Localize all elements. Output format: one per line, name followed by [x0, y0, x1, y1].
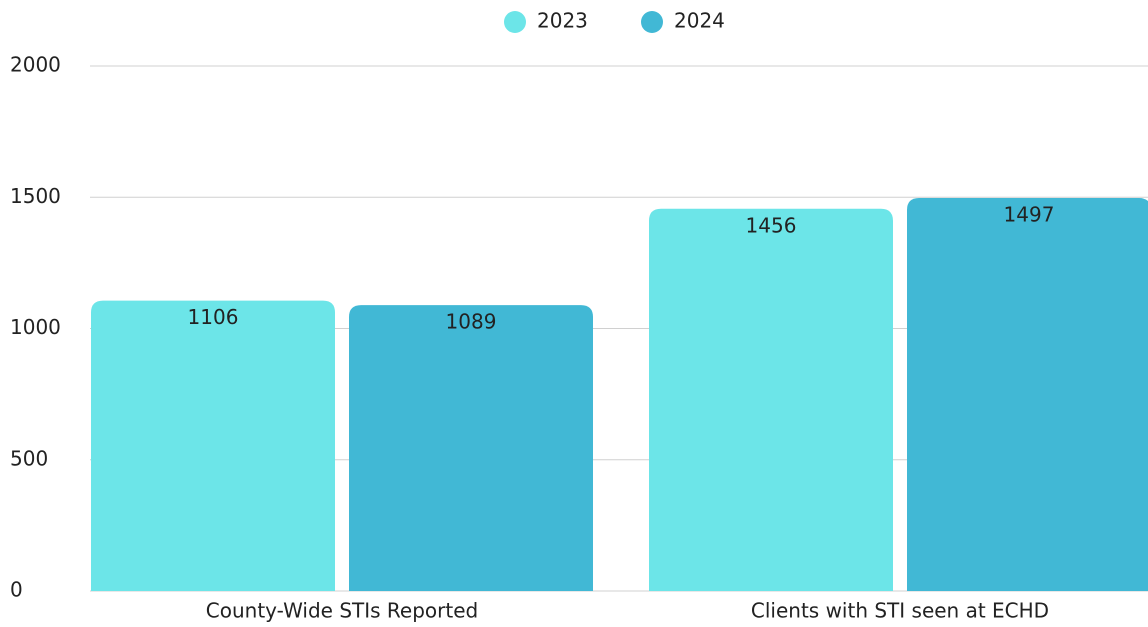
- y-tick-label: 1000: [10, 315, 61, 339]
- bar: [649, 208, 893, 592]
- legend-label: 2023: [537, 9, 588, 33]
- bar: [91, 300, 335, 591]
- y-tick-label: 0: [10, 578, 23, 602]
- value-label: 1456: [746, 213, 797, 237]
- legend-label: 2024: [674, 9, 725, 33]
- y-tick-label: 2000: [10, 53, 61, 77]
- y-tick-label: 1500: [10, 184, 61, 208]
- x-tick-label: Clients with STI seen at ECHD: [751, 599, 1049, 623]
- legend-swatch: [504, 11, 526, 33]
- bar: [907, 198, 1148, 591]
- x-tick-label: County-Wide STIs Reported: [206, 599, 478, 623]
- y-tick-label: 500: [10, 446, 48, 470]
- bar: [349, 305, 593, 591]
- value-label: 1089: [446, 310, 497, 334]
- value-label: 1106: [188, 305, 239, 329]
- value-label: 1497: [1004, 203, 1055, 227]
- legend-swatch: [641, 11, 663, 33]
